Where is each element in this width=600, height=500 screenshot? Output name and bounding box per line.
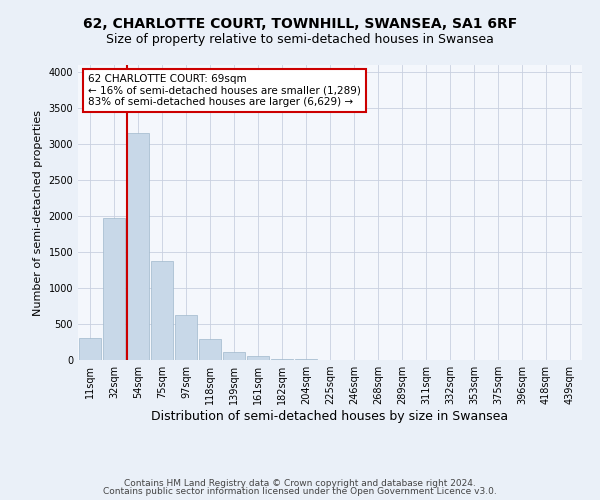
Bar [223,352,245,360]
Text: Size of property relative to semi-detached houses in Swansea: Size of property relative to semi-detach… [106,32,494,46]
Bar [127,134,149,360]
Bar [79,338,101,360]
Text: 62, CHARLOTTE COURT, TOWNHILL, SWANSEA, SA1 6RF: 62, CHARLOTTE COURT, TOWNHILL, SWANSEA, … [83,18,517,32]
Bar [199,339,221,360]
Bar [151,260,173,360]
Bar [103,218,125,360]
Y-axis label: Number of semi-detached properties: Number of semi-detached properties [33,110,43,316]
Bar [175,316,197,360]
Text: 62 CHARLOTTE COURT: 69sqm
← 16% of semi-detached houses are smaller (1,289)
83% : 62 CHARLOTTE COURT: 69sqm ← 16% of semi-… [88,74,361,107]
Text: Contains public sector information licensed under the Open Government Licence v3: Contains public sector information licen… [103,487,497,496]
Text: Contains HM Land Registry data © Crown copyright and database right 2024.: Contains HM Land Registry data © Crown c… [124,478,476,488]
Bar [271,358,293,360]
X-axis label: Distribution of semi-detached houses by size in Swansea: Distribution of semi-detached houses by … [151,410,509,423]
Bar [247,356,269,360]
